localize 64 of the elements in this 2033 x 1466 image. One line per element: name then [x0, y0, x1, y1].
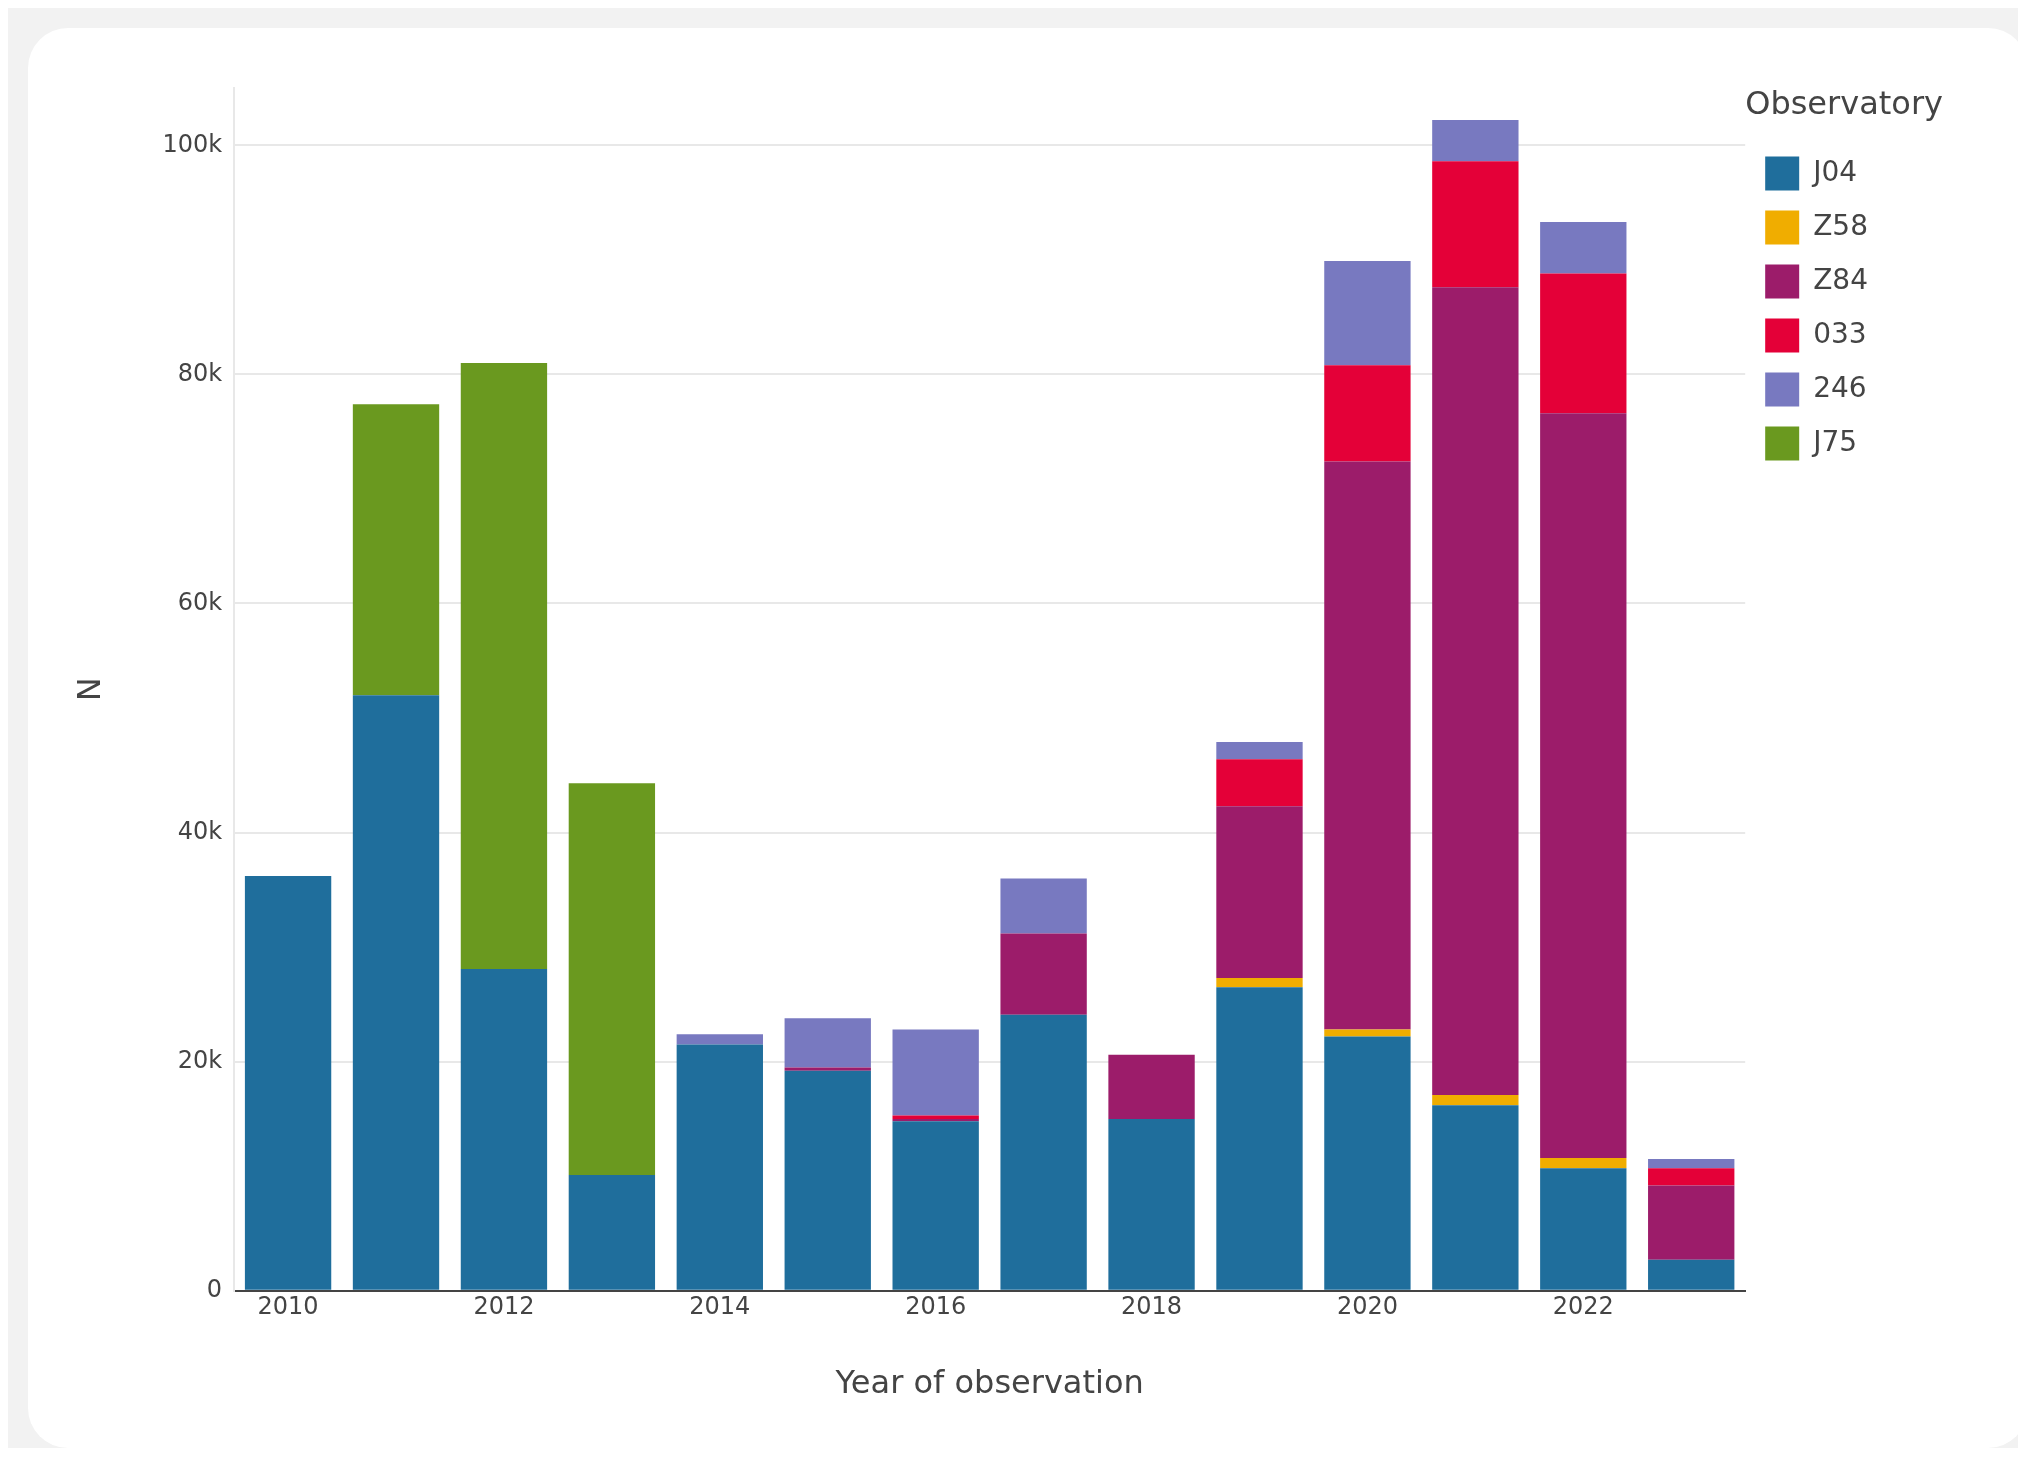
x-tick-label: 2012: [473, 1292, 535, 1321]
bar: [892, 1029, 979, 1116]
bar: [1648, 1168, 1735, 1186]
y-tick-label: 20k: [177, 1045, 223, 1074]
bar: [1324, 365, 1411, 462]
bar: [352, 695, 440, 1290]
bar: [1216, 987, 1303, 1290]
bar: [1324, 461, 1411, 1030]
y-tick-label: 100k: [162, 129, 223, 158]
legend-label: 033: [1813, 316, 1867, 350]
legend-label: J04: [1811, 154, 1858, 188]
bar: [1432, 1105, 1519, 1290]
bar: [1432, 287, 1519, 1095]
bar: [1540, 1157, 1627, 1169]
bar: [1000, 1014, 1087, 1290]
bar: [784, 1067, 871, 1071]
bar: [784, 1018, 871, 1068]
legend-label: 246: [1813, 370, 1867, 404]
y-tick-label: 0: [206, 1275, 223, 1304]
bar: [1216, 806, 1303, 979]
bar: [784, 1070, 871, 1290]
bar: [1540, 222, 1627, 274]
legend-label: Z58: [1813, 208, 1868, 242]
bar: [1432, 120, 1519, 162]
bar: [1216, 759, 1303, 807]
x-tick-label: 2020: [1336, 1292, 1398, 1321]
x-axis-title: Year of observation: [834, 1363, 1144, 1402]
bar: [1540, 413, 1627, 1158]
bar: [1648, 1159, 1735, 1169]
bar: [892, 1121, 979, 1290]
bar: [1432, 161, 1519, 288]
x-tick-label: 2016: [905, 1292, 967, 1321]
bar: [1432, 1094, 1519, 1106]
x-tick-label: 2022: [1552, 1292, 1614, 1321]
bar: [352, 404, 440, 696]
bar: [460, 362, 548, 969]
y-tick-label: 40k: [177, 816, 223, 845]
bar: [1540, 273, 1627, 414]
y-tick-label: 80k: [177, 358, 223, 387]
bar: [676, 1034, 763, 1045]
y-tick-label: 60k: [177, 587, 223, 616]
bar: [1216, 742, 1303, 760]
bar: [1648, 1259, 1735, 1290]
bar: [1216, 978, 1303, 988]
bar: [244, 876, 332, 1290]
bar: [568, 1175, 656, 1290]
bar: [1000, 933, 1087, 1015]
legend-label: Z84: [1813, 262, 1868, 296]
x-tick-label: 2018: [1121, 1292, 1183, 1321]
y-axis-title: N: [69, 677, 108, 702]
bar: [1000, 878, 1087, 934]
bar: [676, 1044, 763, 1290]
bar: [1324, 1036, 1411, 1290]
bar: [1108, 1118, 1195, 1290]
bar: [1540, 1168, 1627, 1290]
legend-title: Observatory: [1745, 84, 1943, 123]
bar: [1648, 1185, 1735, 1260]
bar: [460, 968, 548, 1290]
bar: [1324, 260, 1411, 366]
bar: [1108, 1054, 1195, 1119]
bar: [568, 783, 656, 1176]
x-tick-label: 2014: [689, 1292, 751, 1321]
legend-label: J75: [1811, 424, 1858, 458]
x-tick-label: 2010: [257, 1292, 319, 1321]
